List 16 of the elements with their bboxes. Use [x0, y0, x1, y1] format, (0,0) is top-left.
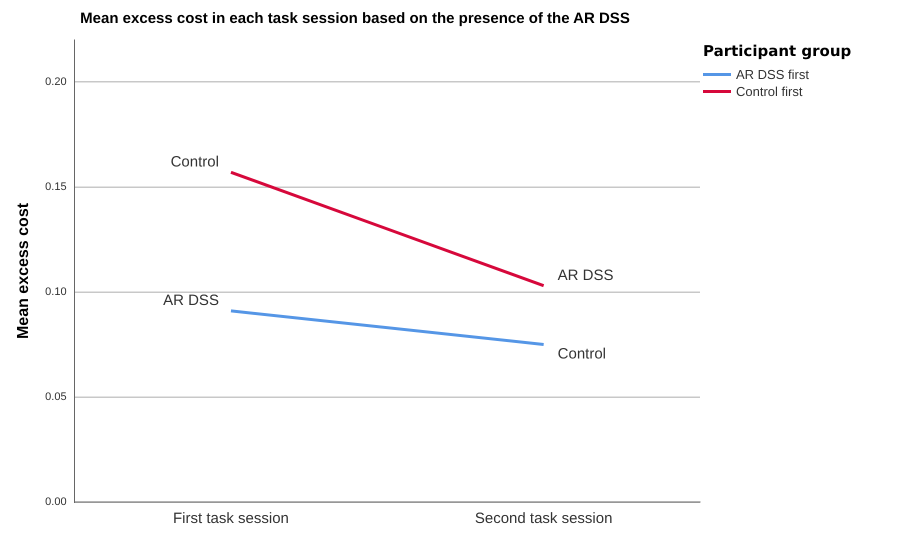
y-tick-label: 0.15	[45, 181, 67, 194]
x-tick-label: First task session	[173, 510, 289, 528]
y-tick-label: 0.00	[45, 496, 67, 508]
y-tick-label: 0.10	[45, 286, 67, 298]
annotation: Control	[170, 153, 219, 170]
legend-label: Control first	[736, 84, 802, 99]
x-tick-label: Second task session	[474, 510, 612, 528]
chart-title: Mean excess cost in each task session based on the presence of the AR DSS	[80, 10, 630, 28]
y-axis-title: Mean excess cost	[15, 202, 32, 340]
annotation: AR DSS	[558, 266, 614, 284]
y-tick-label: 0.05	[45, 391, 67, 404]
legend-label: AR DSS first	[736, 67, 809, 82]
y-tick-label: 0.20	[45, 76, 67, 88]
annotation: Control	[558, 346, 606, 363]
annotation: AR DSS	[163, 292, 219, 310]
legend-title: Participant group	[703, 42, 852, 60]
